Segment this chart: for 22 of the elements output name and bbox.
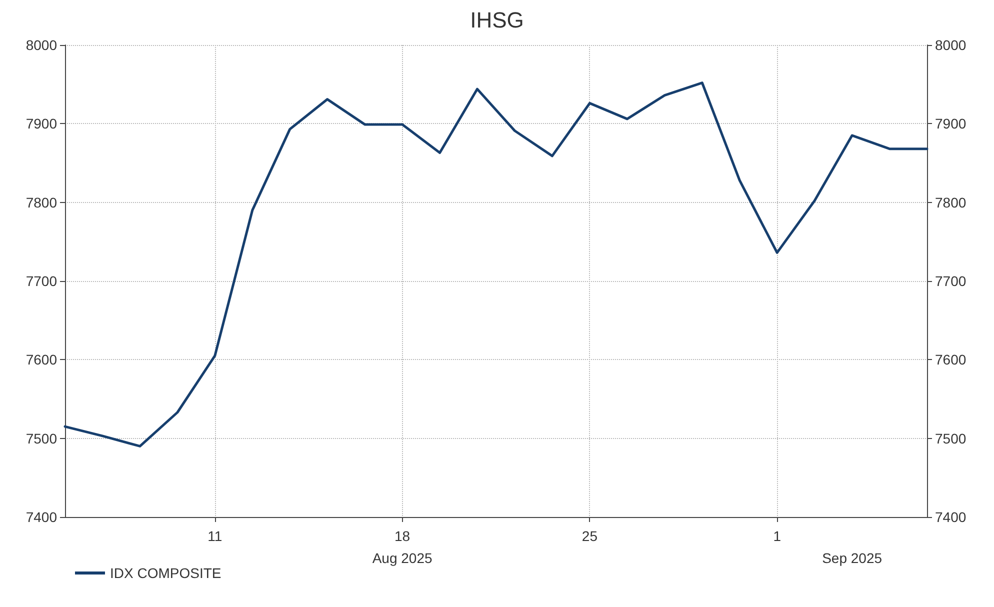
y-tick-label: 7600 bbox=[26, 352, 58, 368]
line-series bbox=[64, 82, 928, 448]
x-tick-label: 1 bbox=[773, 528, 782, 544]
y-tick-label: 7700 bbox=[26, 273, 58, 289]
y-tick-label: 8000 bbox=[26, 37, 58, 53]
y2-tick-label: 7700 bbox=[935, 273, 966, 289]
y-tick-label: 7400 bbox=[26, 509, 58, 525]
y2-tick-label: 7800 bbox=[935, 194, 966, 210]
x-tick-label: 18 Aug 2025 bbox=[372, 528, 432, 566]
y2-tick-label: 8000 bbox=[935, 37, 966, 53]
y2-tick-label: 7900 bbox=[935, 116, 966, 132]
x-tick-label: 11 bbox=[208, 528, 222, 544]
y-tick-label: 7900 bbox=[26, 116, 58, 132]
y2-tick-label: 7600 bbox=[935, 352, 966, 368]
y-tick-label: 7500 bbox=[26, 430, 58, 446]
chart-title: IHSG bbox=[470, 8, 524, 32]
y2-tick-label: 7400 bbox=[935, 509, 966, 525]
x-tick-label: 25 bbox=[582, 528, 598, 544]
x-tick-label: Sep 2025 bbox=[822, 550, 882, 566]
y-tick-label: 7800 bbox=[26, 194, 58, 210]
legend-label: IDX COMPOSITE bbox=[110, 565, 222, 581]
y2-tick-label: 7500 bbox=[935, 430, 966, 446]
